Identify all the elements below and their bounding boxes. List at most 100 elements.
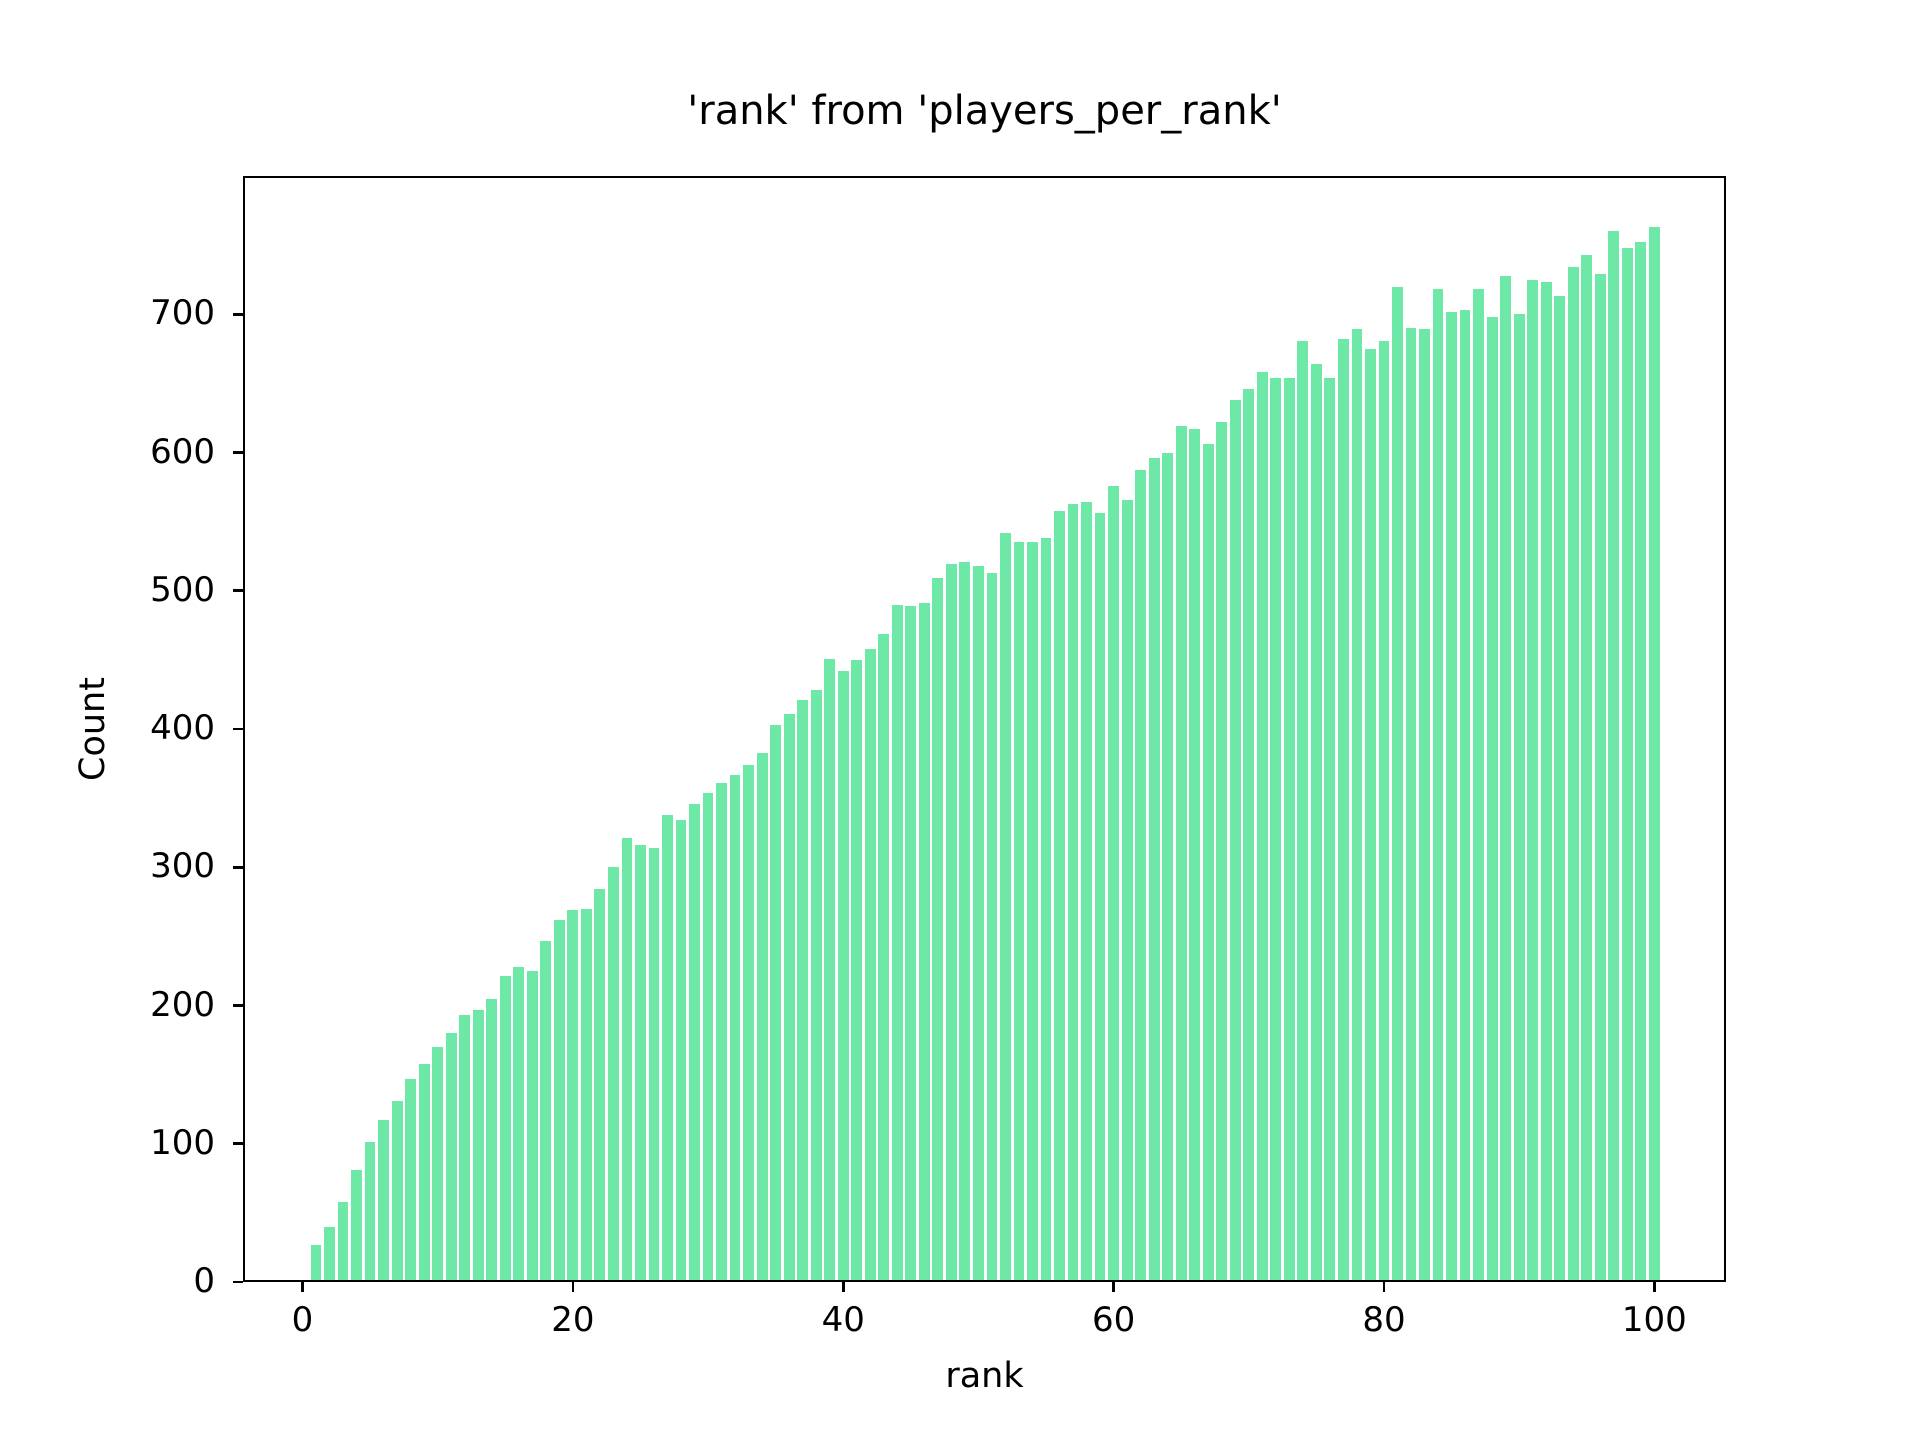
bar-rank-98: [1621, 247, 1633, 1282]
bar-rank-100: [1648, 227, 1660, 1282]
x-tick-mark: [1653, 1282, 1656, 1292]
bar-rank-23: [608, 867, 619, 1282]
bar-rank-14: [486, 998, 498, 1282]
bar-rank-99: [1635, 242, 1647, 1282]
bar-rank-24: [621, 838, 633, 1282]
bar-rank-27: [662, 814, 673, 1282]
bar-rank-21: [580, 908, 592, 1282]
bar-rank-37: [797, 699, 809, 1282]
bar-rank-67: [1202, 444, 1214, 1282]
y-tick-mark: [233, 1142, 243, 1146]
bar-rank-30: [702, 792, 714, 1282]
bar-rank-69: [1229, 399, 1241, 1282]
bar-rank-43: [878, 633, 890, 1282]
bar-rank-39: [824, 658, 836, 1282]
bar-rank-34: [756, 752, 768, 1282]
bar-rank-41: [851, 659, 863, 1282]
bar-rank-91: [1527, 279, 1539, 1282]
y-tick-mark: [233, 1004, 243, 1007]
bar-rank-64: [1162, 452, 1174, 1282]
y-tick-label: 700: [150, 293, 215, 334]
bar-rank-46: [918, 603, 930, 1282]
bar-rank-44: [891, 604, 903, 1282]
bar-rank-96: [1594, 274, 1606, 1282]
bar-rank-87: [1473, 289, 1484, 1282]
bar-rank-95: [1581, 254, 1593, 1282]
y-tick-label: 300: [150, 846, 215, 887]
bar-rank-84: [1432, 289, 1444, 1282]
bar-rank-45: [905, 605, 917, 1282]
bar-rank-72: [1270, 377, 1282, 1282]
bar-rank-82: [1405, 328, 1417, 1282]
bar-rank-42: [864, 648, 876, 1282]
bar-rank-6: [378, 1120, 389, 1282]
x-axis-label: rank: [945, 1356, 1024, 1396]
bar-rank-74: [1297, 340, 1309, 1282]
bar-rank-60: [1108, 485, 1119, 1282]
bar-rank-71: [1256, 372, 1268, 1282]
bar-rank-75: [1310, 364, 1322, 1282]
bar-rank-53: [1013, 542, 1025, 1282]
bar-rank-29: [689, 803, 700, 1282]
bar-rank-33: [743, 764, 754, 1282]
bar-rank-76: [1324, 377, 1336, 1282]
bar-rank-25: [635, 845, 646, 1282]
bar-rank-11: [445, 1033, 457, 1282]
plot-area: [243, 176, 1726, 1282]
x-tick-mark: [301, 1282, 304, 1292]
bar-rank-2: [324, 1226, 335, 1282]
x-tick-label: 20: [551, 1300, 595, 1340]
x-tick-label: 100: [1621, 1300, 1687, 1340]
bar-rank-47: [932, 578, 944, 1282]
bar-rank-54: [1027, 542, 1038, 1282]
bar-rank-32: [729, 774, 741, 1282]
bar-rank-7: [391, 1100, 403, 1282]
bar-rank-13: [472, 1009, 484, 1282]
bar-rank-49: [959, 561, 971, 1282]
y-tick-label: 400: [150, 708, 215, 748]
x-tick-mark: [571, 1282, 575, 1292]
bar-rank-10: [432, 1046, 444, 1282]
bar-rank-50: [973, 565, 984, 1282]
bar-rank-56: [1054, 510, 1065, 1282]
y-tick-mark: [233, 312, 243, 316]
bar-rank-90: [1513, 314, 1525, 1282]
bar-rank-86: [1459, 310, 1471, 1282]
bar-rank-12: [459, 1015, 471, 1282]
bar-rank-1: [310, 1244, 322, 1282]
y-tick-mark: [233, 865, 243, 869]
bar-rank-28: [675, 820, 687, 1282]
bar-rank-48: [945, 564, 957, 1282]
bar-rank-5: [364, 1142, 376, 1282]
x-tick-label: 0: [291, 1300, 314, 1340]
bar-rank-8: [405, 1078, 417, 1282]
bar-rank-58: [1081, 502, 1092, 1282]
bar-rank-3: [337, 1201, 349, 1282]
bar-rank-19: [553, 919, 565, 1282]
bar-rank-35: [770, 724, 782, 1282]
y-tick-mark: [233, 1280, 243, 1284]
x-tick-mark: [841, 1282, 845, 1292]
bar-rank-85: [1446, 311, 1457, 1282]
bar-rank-94: [1567, 267, 1579, 1282]
bar-rank-26: [648, 847, 660, 1282]
bar-rank-97: [1608, 231, 1620, 1282]
bar-rank-51: [986, 572, 998, 1282]
bar-rank-73: [1283, 377, 1295, 1282]
bar-rank-17: [526, 970, 538, 1282]
x-tick-label: 60: [1091, 1300, 1136, 1340]
bar-rank-55: [1040, 538, 1052, 1282]
bar-rank-92: [1540, 282, 1552, 1282]
bar-rank-31: [716, 782, 727, 1282]
bars-container: [243, 176, 1726, 1282]
bar-rank-65: [1175, 426, 1187, 1282]
y-tick-label: 0: [193, 1261, 215, 1301]
bar-rank-15: [499, 976, 511, 1282]
x-tick-mark: [1382, 1282, 1386, 1292]
x-tick-mark: [1112, 1282, 1115, 1292]
x-tick-label: 40: [821, 1300, 865, 1340]
bar-rank-79: [1365, 348, 1376, 1282]
y-tick-label: 600: [150, 431, 215, 472]
bar-rank-93: [1554, 296, 1566, 1282]
